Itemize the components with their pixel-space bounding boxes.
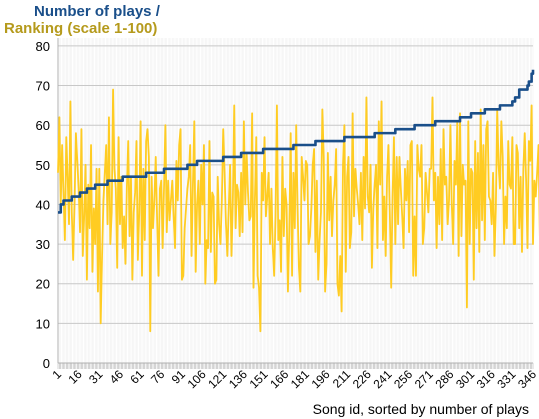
x-tick-label: 346 [515,367,539,391]
y-tick-label: 50 [36,158,50,173]
x-tick-label: 286 [432,367,456,391]
x-axis-label: Song id, sorted by number of plays [312,401,529,417]
y-tick-label: 60 [36,118,50,133]
x-tick-label: 166 [267,367,291,391]
series-ranking-line [57,88,539,333]
x-tick-label: 256 [391,367,415,391]
x-tick-label: 106 [185,367,209,391]
y-tick-label: 0 [43,356,50,371]
x-tick-label: 271 [412,367,436,391]
x-tick-label: 31 [86,367,106,387]
x-tick-label: 76 [148,367,168,387]
x-tick-label: 61 [127,367,147,387]
x-tick-label: 316 [474,367,498,391]
y-tick-label: 10 [36,316,50,331]
x-tick-label: 1 [49,367,64,382]
x-tick-label: 331 [494,367,518,391]
x-tick-label: 151 [247,367,271,391]
y-tick-label: 20 [36,277,50,292]
y-tick-label: 40 [36,197,50,212]
x-tick-label: 46 [107,367,127,387]
x-tick-label: 211 [330,367,354,391]
x-tick-label: 121 [205,367,229,391]
x-tick-label: 196 [309,367,333,391]
y-tick-label: 30 [36,237,50,252]
chart-title-line2: Ranking (scale 1-100) [4,20,158,37]
y-tick-label: 70 [36,79,50,94]
x-tick-label: 226 [350,367,374,391]
x-tick-label: 91 [169,367,189,387]
chart-title-line1: Number of plays / [34,3,160,20]
y-tick-label: 80 [36,39,50,54]
x-tick-label: 16 [65,367,85,387]
series-plays-line [58,69,535,214]
x-tick-label: 301 [453,367,477,391]
x-tick-label: 181 [288,367,312,391]
x-tick-label: 136 [226,367,250,391]
x-tick-label: 241 [370,367,394,391]
